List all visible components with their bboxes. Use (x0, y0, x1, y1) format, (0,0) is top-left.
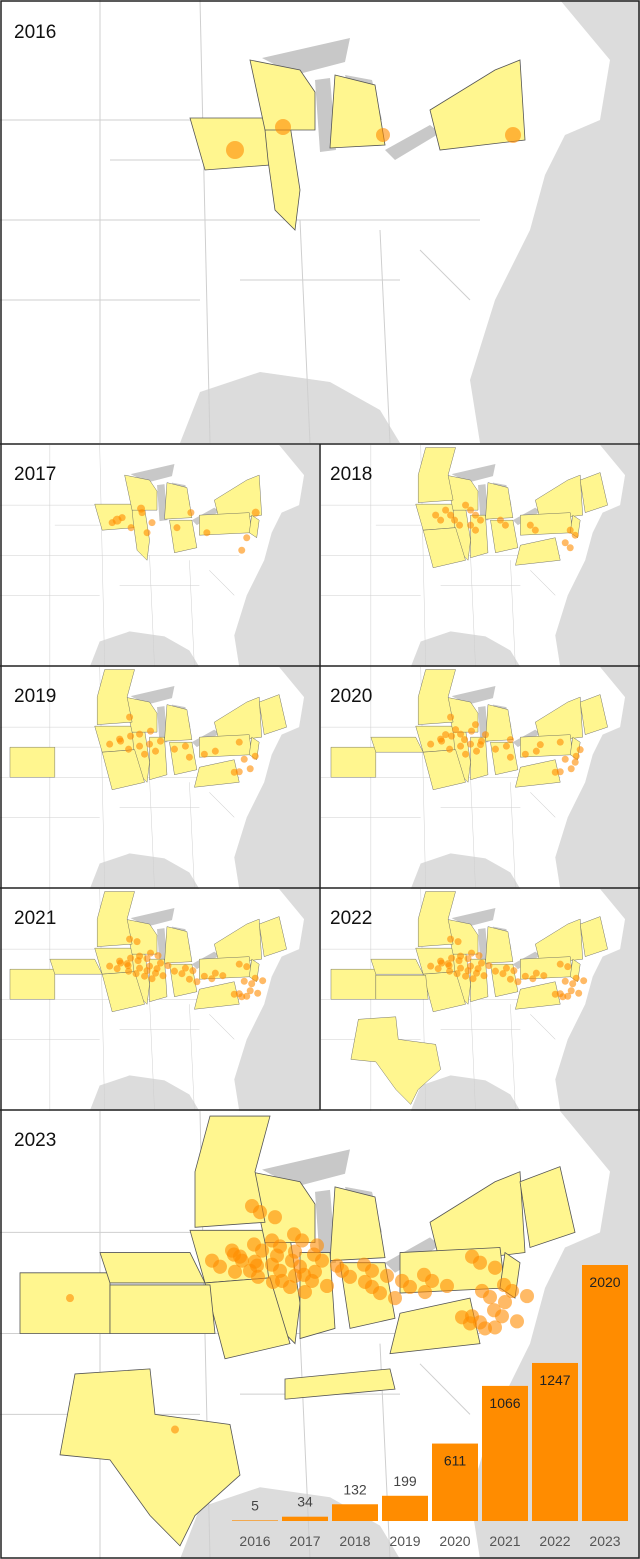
panel-label: 2017 (14, 464, 56, 485)
x-tick-label: 2020 (439, 1533, 470, 1549)
value-label: 199 (393, 1473, 417, 1489)
x-tick-label: 2016 (239, 1533, 270, 1549)
value-label: 611 (444, 1453, 467, 1469)
map-panel (0, 1111, 640, 1559)
panel-label: 2019 (14, 686, 56, 707)
value-label: 1247 (539, 1372, 570, 1388)
x-tick-label: 2017 (289, 1533, 320, 1549)
bar (582, 1265, 628, 1521)
value-label: 1066 (489, 1395, 520, 1411)
panel-label: 2016 (14, 22, 56, 43)
value-label: 34 (297, 1494, 313, 1510)
value-label: 5 (251, 1497, 259, 1513)
bar (332, 1504, 378, 1521)
x-tick-label: 2023 (589, 1533, 620, 1549)
panel-label: 2021 (14, 908, 56, 929)
map-panel (0, 0, 640, 443)
panel-label: 2023 (14, 1130, 56, 1151)
panel-label: 2022 (330, 908, 372, 929)
panel-label: 2018 (330, 464, 372, 485)
value-label: 2020 (589, 1274, 620, 1290)
x-tick-label: 2021 (489, 1533, 520, 1549)
x-tick-label: 2018 (339, 1533, 370, 1549)
bar (482, 1385, 528, 1521)
bar (532, 1362, 578, 1521)
bar (382, 1495, 428, 1521)
bar (282, 1516, 328, 1521)
panel-label: 2020 (330, 686, 372, 707)
x-tick-label: 2022 (539, 1533, 570, 1549)
bar (432, 1443, 478, 1521)
x-tick-label: 2019 (389, 1533, 420, 1549)
value-label: 132 (343, 1481, 367, 1497)
bar (232, 1520, 278, 1521)
